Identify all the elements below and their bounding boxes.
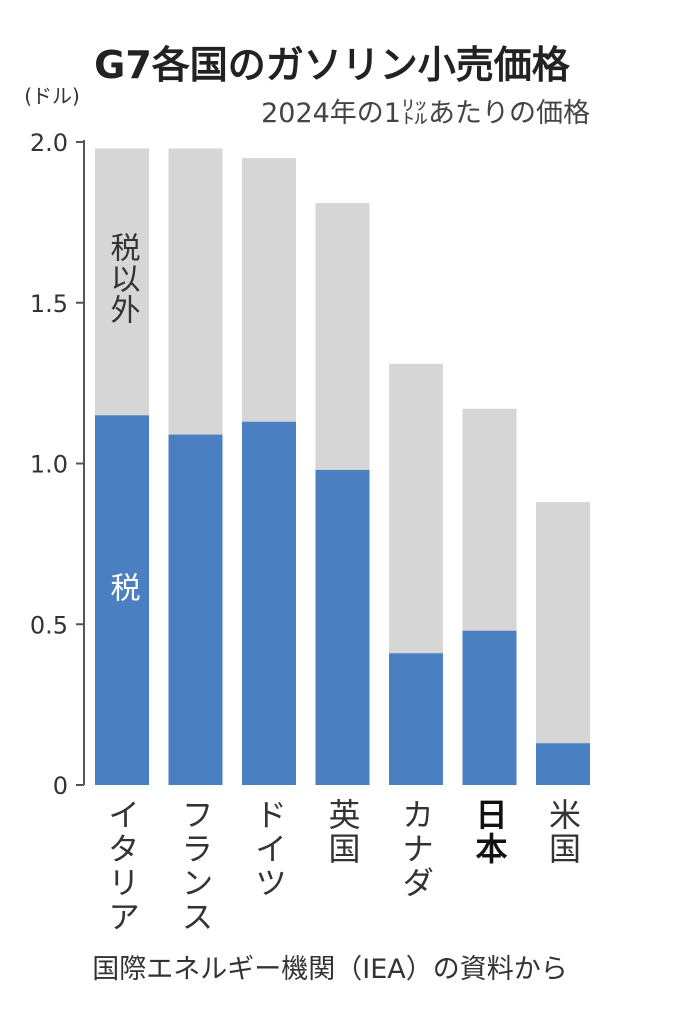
bar-tax (168, 434, 223, 785)
bar-tax (95, 415, 149, 785)
chart-subtitle: 2024年の1㍑あたりの価格 (261, 98, 590, 129)
y-axis-unit: (ドル) (24, 84, 80, 108)
bar-non-tax (315, 203, 370, 470)
bar-tax (536, 743, 590, 785)
source-note: 国際エネルギー機関（IEA）の資料から (92, 954, 568, 985)
bar-non-tax (168, 148, 223, 435)
legend-non-tax: 税以外 (105, 232, 141, 325)
x-category-label: 米国 (544, 798, 582, 866)
bar-non-tax (462, 408, 517, 631)
legend-tax: 税 (105, 572, 141, 602)
bar-non-tax (242, 158, 296, 422)
bars (95, 148, 590, 785)
y-tick-label: 2.0 (30, 129, 68, 157)
bar-tax (315, 469, 370, 785)
bar-tax (389, 653, 443, 785)
x-category-label: ドイツ (250, 798, 288, 900)
bar-tax (242, 421, 296, 785)
bar-tax (462, 630, 517, 785)
x-category-label: 日本 (471, 798, 509, 866)
x-category-label: カナダ (397, 798, 435, 900)
y-tick-label: 0.5 (30, 611, 68, 639)
bar-non-tax (389, 363, 443, 654)
y-tick-label: 0 (53, 772, 68, 800)
chart-title: G7各国のガソリン小売価格 (94, 43, 571, 87)
bar-non-tax (95, 148, 149, 416)
x-category-label: イタリア (103, 798, 141, 934)
y-tick-label: 1.5 (30, 290, 68, 318)
bar-non-tax (536, 502, 590, 744)
y-tick-label: 1.0 (30, 451, 68, 479)
y-axis-ticks: 0 0.5 1.0 1.5 2.0 (30, 129, 84, 800)
x-category-label: フランス (177, 798, 215, 934)
x-axis-labels: イタリア フランス ドイツ 英国 カナダ 日本 米国 (103, 798, 582, 934)
x-category-label: 英国 (324, 798, 362, 866)
